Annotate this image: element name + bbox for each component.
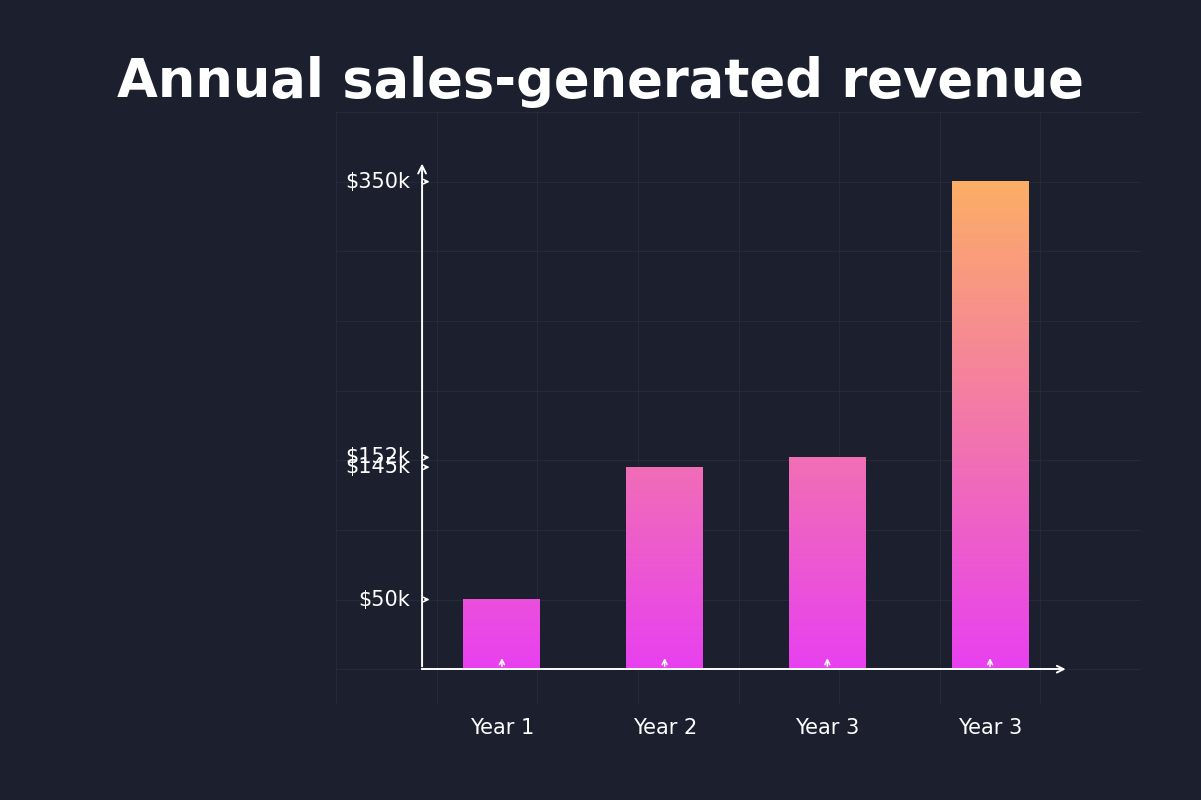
- Text: Annual sales-generated revenue: Annual sales-generated revenue: [116, 56, 1085, 108]
- Text: Year 3: Year 3: [958, 718, 1022, 738]
- Text: Year 2: Year 2: [633, 718, 697, 738]
- Text: Year 3: Year 3: [795, 718, 860, 738]
- Text: $145k: $145k: [345, 458, 411, 477]
- Text: $50k: $50k: [358, 590, 411, 610]
- Text: Year 1: Year 1: [470, 718, 534, 738]
- Text: $152k: $152k: [345, 447, 411, 467]
- Text: $350k: $350k: [345, 172, 411, 192]
